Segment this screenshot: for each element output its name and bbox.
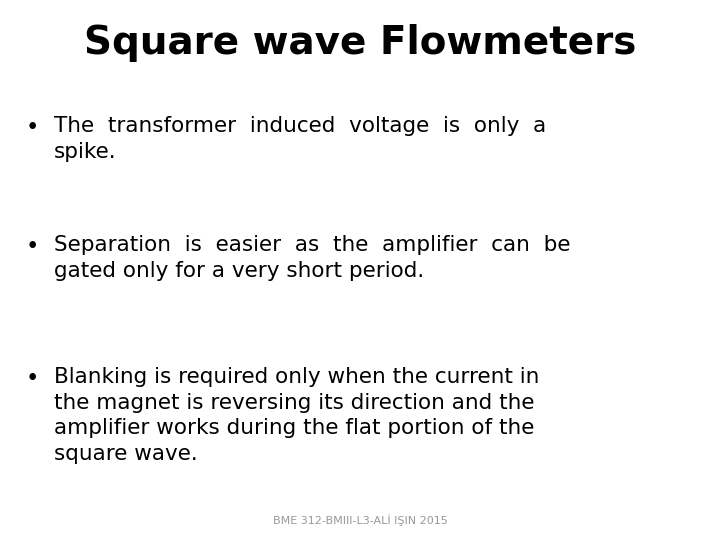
Text: Separation  is  easier  as  the  amplifier  can  be
gated only for a very short : Separation is easier as the amplifier ca…: [54, 235, 570, 280]
Text: •: •: [26, 235, 39, 258]
Text: BME 312-BMIII-L3-ALİ IŞIN 2015: BME 312-BMIII-L3-ALİ IŞIN 2015: [273, 515, 447, 526]
Text: The  transformer  induced  voltage  is  only  a
spike.: The transformer induced voltage is only …: [54, 116, 546, 161]
Text: •: •: [26, 367, 39, 390]
Text: Square wave Flowmeters: Square wave Flowmeters: [84, 24, 636, 62]
Text: •: •: [26, 116, 39, 139]
Text: Blanking is required only when the current in
the magnet is reversing its direct: Blanking is required only when the curre…: [54, 367, 539, 464]
